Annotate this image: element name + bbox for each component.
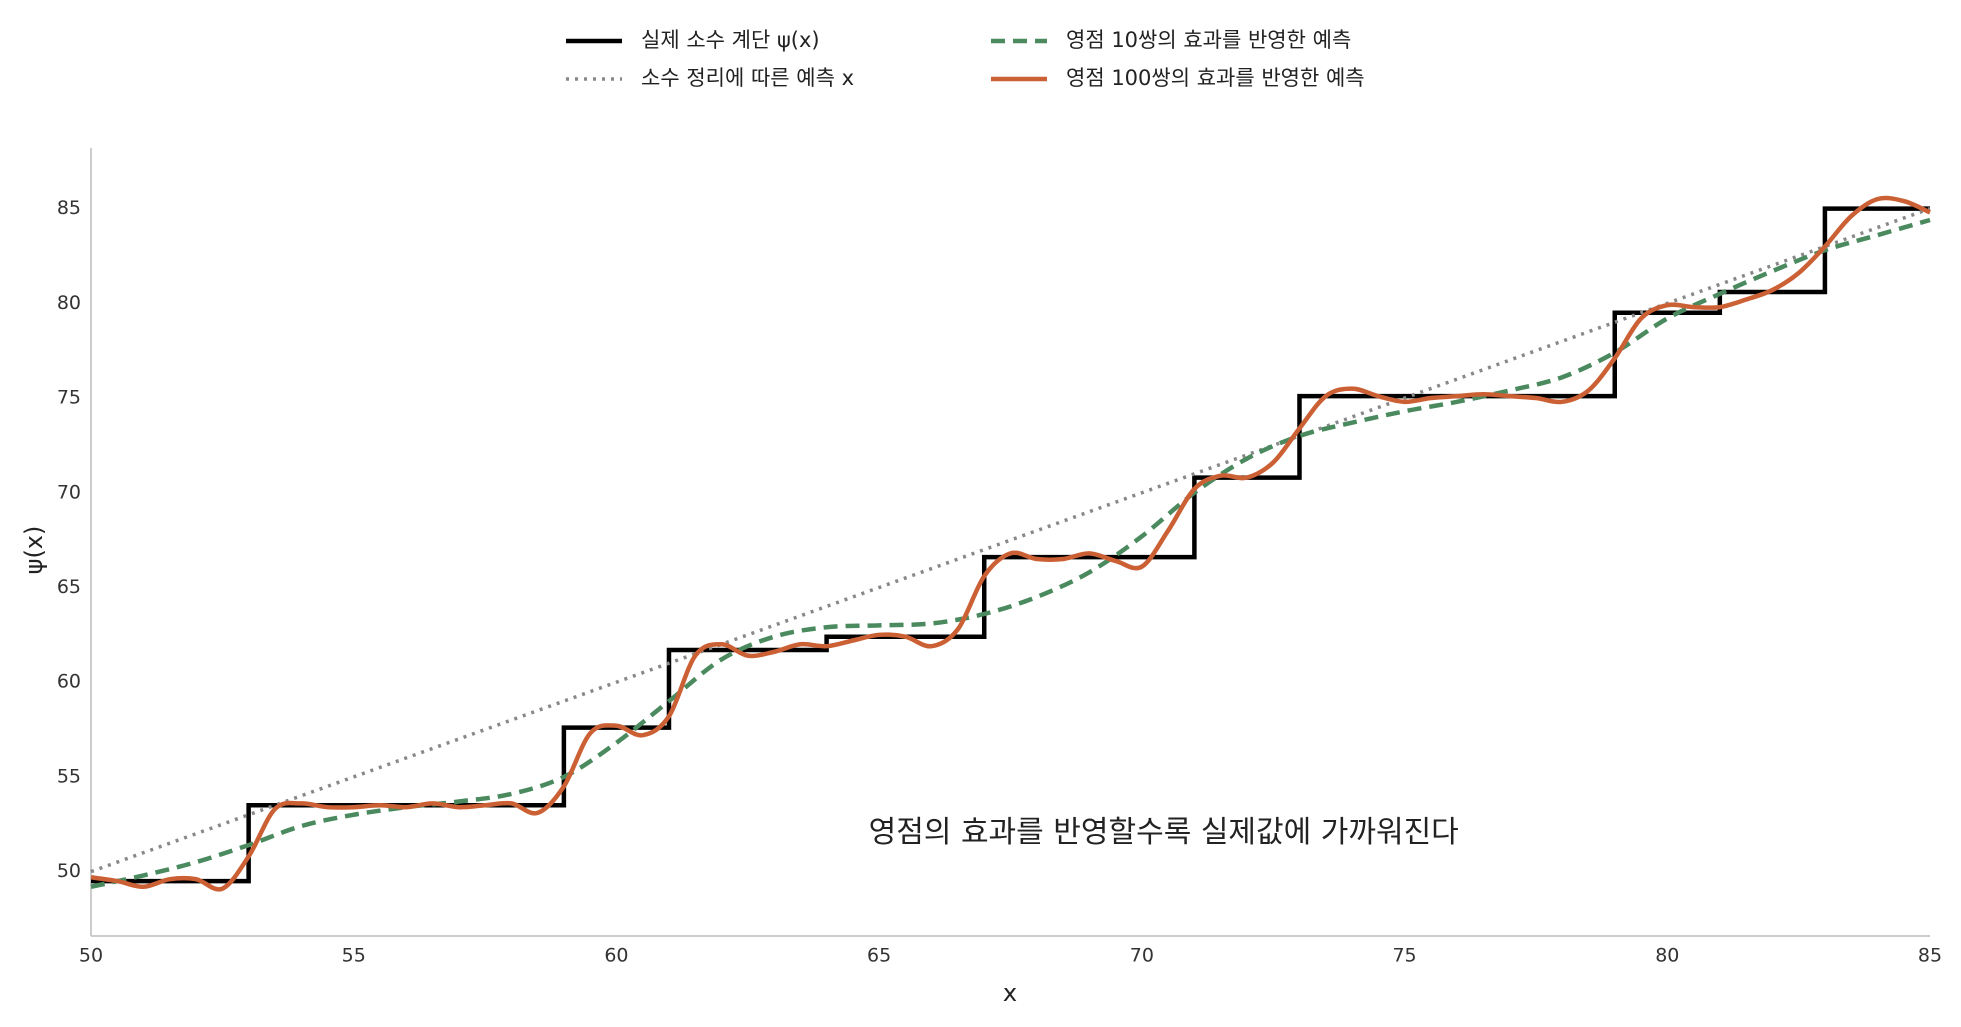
y-tick-label: 50 bbox=[57, 860, 81, 882]
x-tick-label: 65 bbox=[867, 945, 891, 967]
series-line bbox=[90, 206, 1931, 874]
legend-label: 영점 100쌍의 효과를 반영한 예측 bbox=[1066, 66, 1365, 90]
y-tick-label: 75 bbox=[57, 387, 81, 409]
legend-label: 영점 10쌍의 효과를 반영한 예측 bbox=[1066, 28, 1351, 52]
x-tick-label: 80 bbox=[1655, 945, 1679, 967]
x-tick-label: 50 bbox=[79, 945, 103, 967]
x-tick-label: 85 bbox=[1918, 945, 1942, 967]
legend-label: 실제 소수 계단 ψ(x) bbox=[641, 28, 820, 52]
x-tick-label: 75 bbox=[1392, 945, 1416, 967]
series-line bbox=[90, 195, 1931, 892]
y-tick-label: 70 bbox=[57, 481, 81, 503]
y-axis-label: ψ(x) bbox=[20, 526, 48, 575]
y-tick-label: 80 bbox=[57, 292, 81, 314]
series-line bbox=[90, 217, 1931, 889]
annotation: 영점의 효과를 반영할수록 실제값에 가까워진다 bbox=[869, 815, 1459, 850]
x-tick-label: 60 bbox=[604, 945, 628, 967]
x-tick-label: 55 bbox=[342, 945, 366, 967]
y-tick-label: 60 bbox=[57, 671, 81, 693]
y-tick-label: 85 bbox=[57, 197, 81, 219]
y-tick-label: 65 bbox=[57, 576, 81, 598]
x-tick-label: 70 bbox=[1130, 945, 1154, 967]
series-line bbox=[91, 206, 1930, 884]
y-tick-label: 55 bbox=[57, 765, 81, 787]
legend-label: 소수 정리에 따른 예측 x bbox=[641, 66, 854, 90]
x-axis-label: x bbox=[1003, 979, 1017, 1007]
